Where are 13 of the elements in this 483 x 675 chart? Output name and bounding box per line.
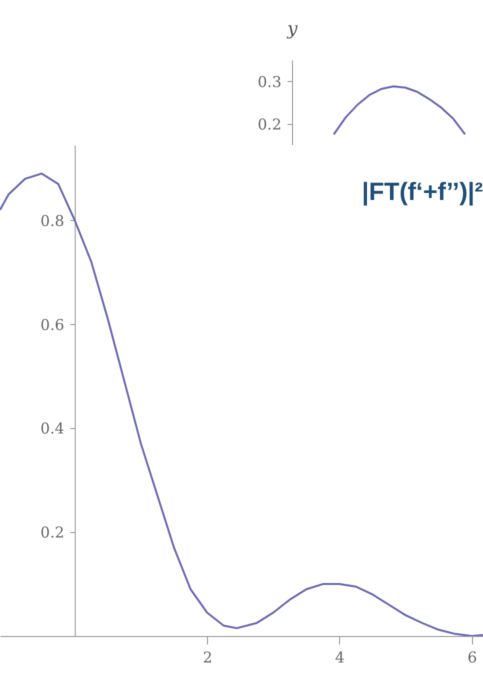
- y-tick-label: 0.3: [258, 72, 282, 91]
- line-series: [332, 85, 466, 136]
- y-tick-label: 0.2: [258, 115, 282, 134]
- y-axis-title: y: [286, 18, 298, 40]
- y-tick-label: 0.2: [40, 524, 64, 542]
- y-tick-label: 0.8: [40, 212, 64, 230]
- x-tick-label: 2: [202, 648, 212, 666]
- x-tick-label: 4: [335, 648, 345, 666]
- y-tick-label: 0.6: [40, 316, 64, 334]
- text: |FT(f‘+f’’)|²: [362, 178, 483, 206]
- x-tick-label: 6: [467, 648, 478, 666]
- y-tick-label: 0.4: [40, 420, 64, 438]
- line-series: [0, 172, 483, 636]
